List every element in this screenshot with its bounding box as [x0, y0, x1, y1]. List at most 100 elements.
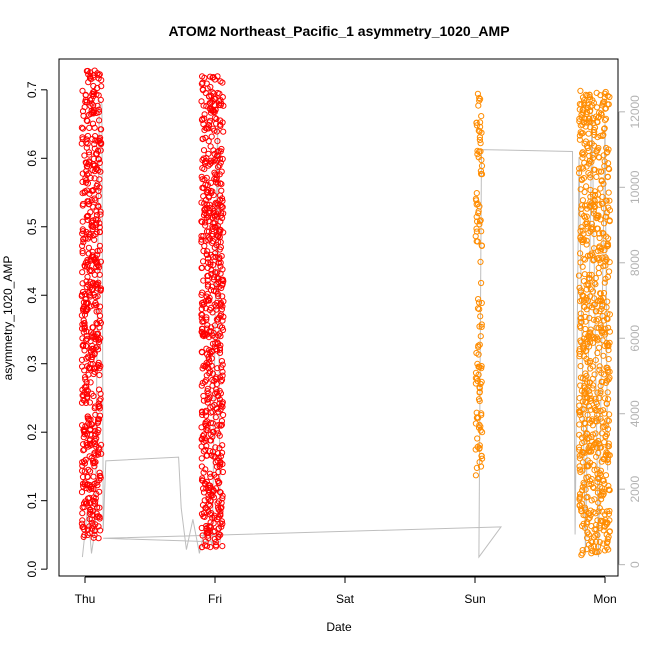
data-point: [595, 508, 602, 515]
data-point: [581, 391, 588, 398]
data-point: [78, 489, 86, 496]
data-point: [201, 242, 208, 250]
data-point: [207, 437, 214, 444]
data-point: [590, 462, 597, 469]
data-point: [205, 234, 212, 241]
data-point: [576, 402, 583, 409]
data-point: [580, 449, 587, 456]
data-point: [87, 266, 94, 274]
data-point: [476, 385, 483, 392]
data-point: [591, 203, 598, 210]
data-point: [576, 491, 584, 498]
data-point: [85, 354, 92, 361]
data-point: [209, 332, 216, 339]
data-point: [207, 251, 215, 258]
data-point: [85, 466, 92, 473]
data-point: [97, 147, 104, 154]
data-point: [592, 532, 599, 539]
data-point: [207, 519, 214, 526]
data-point: [91, 124, 98, 131]
chart-title: ATOM2 Northeast_Pacific_1 asymmetry_1020…: [168, 23, 509, 39]
data-point: [475, 210, 482, 217]
data-point: [211, 114, 218, 121]
data-point: [594, 470, 601, 478]
data-point: [89, 522, 96, 529]
data-point: [98, 83, 105, 90]
data-point: [476, 136, 483, 144]
data-point: [580, 97, 588, 104]
data-point: [478, 171, 486, 178]
data-point: [79, 108, 87, 115]
data-point: [595, 264, 602, 271]
data-point: [78, 291, 86, 298]
data-point: [587, 329, 594, 336]
data-point: [584, 518, 591, 526]
data-point: [596, 395, 603, 402]
data-point: [79, 178, 86, 185]
data-point: [589, 151, 596, 158]
data-point: [586, 91, 593, 99]
data-point: [96, 416, 103, 423]
data-point: [584, 101, 591, 108]
data-point: [478, 279, 485, 287]
data-point: [90, 460, 97, 467]
data-point: [478, 113, 485, 120]
data-point: [83, 68, 91, 75]
data-point: [604, 389, 611, 396]
data-point: [596, 344, 603, 351]
data-point: [589, 431, 597, 438]
data-point: [598, 245, 605, 253]
data-point: [588, 271, 595, 278]
data-point: [215, 498, 222, 505]
data-point: [587, 225, 595, 232]
data-point: [198, 173, 205, 180]
data-point: [576, 501, 583, 509]
data-point: [594, 389, 601, 396]
data-point: [579, 197, 587, 204]
data-point: [96, 372, 103, 379]
data-point: [576, 466, 584, 473]
data-point: [79, 125, 87, 132]
data-point: [200, 277, 207, 284]
data-point: [219, 492, 226, 499]
data-point: [597, 415, 604, 422]
y-tick-label: 0.6: [25, 150, 39, 167]
data-point: [589, 484, 597, 491]
x-tick-label: Thu: [75, 592, 96, 606]
data-point: [207, 117, 214, 125]
data-point: [96, 224, 103, 231]
data-point: [216, 155, 224, 162]
data-point: [477, 119, 484, 126]
data-point: [83, 306, 90, 313]
data-point: [586, 343, 593, 350]
data-point: [583, 494, 590, 501]
data-point: [593, 113, 600, 120]
data-point: [602, 262, 609, 269]
data-point: [219, 204, 226, 211]
data-point: [576, 455, 584, 462]
data-point: [602, 325, 609, 332]
data-point: [583, 355, 590, 363]
data-point: [600, 230, 607, 237]
data-point: [84, 132, 92, 140]
data-point: [583, 372, 590, 379]
data-point: [592, 418, 599, 425]
data-point: [81, 311, 89, 318]
data-point: [581, 140, 588, 147]
data-point: [214, 516, 221, 523]
data-point: [601, 279, 608, 286]
data-point: [478, 242, 485, 249]
data-point: [594, 466, 601, 473]
data-point: [577, 129, 584, 136]
data-point: [199, 219, 206, 226]
data-point: [598, 324, 605, 331]
data-point: [208, 348, 215, 356]
data-point: [601, 331, 609, 338]
data-point: [597, 92, 604, 99]
data-point: [212, 453, 219, 460]
data-point: [473, 349, 480, 357]
data-point: [84, 273, 91, 280]
data-point: [583, 399, 590, 406]
data-point: [583, 306, 590, 313]
data-point: [199, 289, 206, 296]
